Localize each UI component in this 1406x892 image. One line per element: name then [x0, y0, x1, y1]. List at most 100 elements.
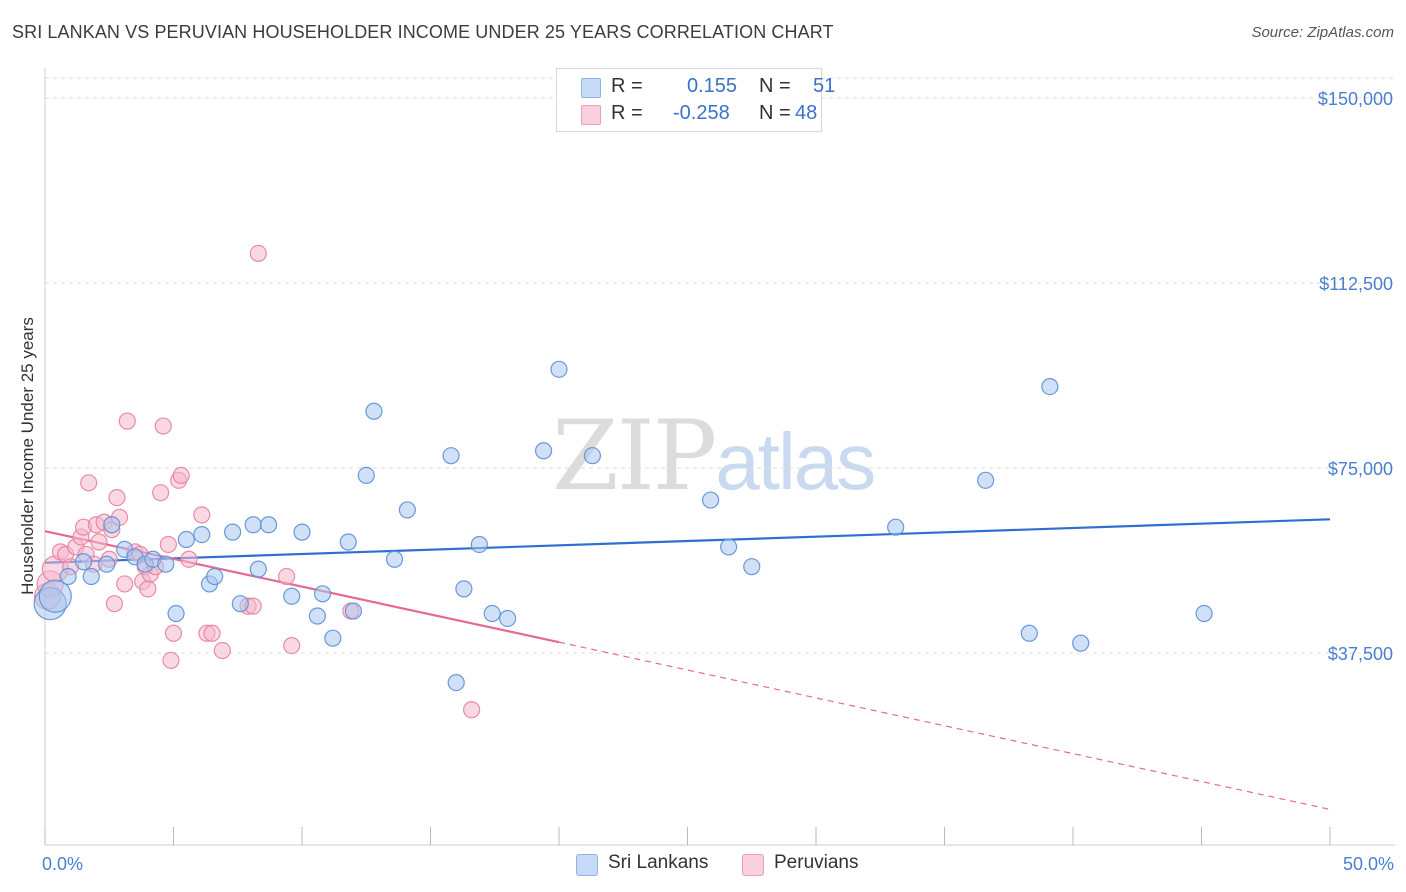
peruvian-point [277, 567, 296, 586]
bottom-legend-label: Sri Lankans [608, 852, 709, 873]
sri-lankan-point [887, 518, 905, 536]
legend-r-value: -0.258 [673, 102, 730, 124]
y-tick-label: $37,500 [1328, 644, 1393, 664]
sri-lankan-point [442, 447, 460, 465]
peruvian-point [249, 244, 267, 262]
sri-lankan-point [339, 533, 357, 551]
sri-lankan-point [483, 604, 501, 623]
sri-lankan-point [1020, 624, 1038, 642]
sri-lankan-point [534, 442, 553, 460]
legend-swatch-pink [581, 105, 601, 125]
sri-lankan-point [74, 553, 93, 571]
sri-lankan-point [1195, 604, 1213, 623]
sri-lankan-point [308, 607, 327, 625]
sri-lankan-point [167, 604, 185, 623]
legend-r-label: R = [611, 75, 643, 97]
legend-r-value: 0.155 [687, 75, 738, 97]
sri-lankan-point [231, 595, 249, 613]
peruvian-point [154, 417, 172, 435]
axis-layer [44, 68, 1395, 846]
watermark-atlas: atlas [715, 417, 876, 506]
legend-swatch-blue [581, 78, 601, 98]
sri-lankan-point [59, 567, 77, 586]
sri-lankan-point [206, 567, 224, 586]
sri-lankan-trend-line [44, 518, 1331, 564]
sri-lankan-point [447, 673, 465, 692]
peruvian-point [105, 595, 123, 613]
sri-lankan-point [177, 530, 195, 549]
sri-lankan-point [324, 629, 342, 647]
peruvian-point [80, 474, 98, 492]
bottom-legend-label: Peruvians [774, 852, 859, 873]
peruvian-point [90, 533, 108, 551]
sri-lankan-point [224, 523, 242, 541]
peruvian-point [213, 641, 231, 660]
sri-lankan-point [365, 402, 383, 420]
peruvian-point [180, 550, 198, 568]
sri-lankan-point [82, 567, 100, 586]
sri-lankan-point [1072, 634, 1090, 652]
sri-lankan-point [103, 516, 121, 534]
sri-lankan-point [357, 466, 375, 484]
peruvian-point [164, 624, 183, 642]
sri-lankan-point [583, 447, 602, 465]
x-tick-label-min: 0.0% [42, 854, 83, 874]
sri-lankan-point [455, 580, 473, 598]
sri-lankan-point [38, 579, 72, 613]
peruvian-point [152, 484, 170, 502]
y-axis-label: Householder Income Under 25 years [18, 317, 37, 595]
bottom-legend-swatch-blue [576, 854, 598, 876]
legend-n-label: N = [759, 75, 791, 97]
bottom-legend-swatch-pink [742, 854, 764, 876]
sri-lankan-point [743, 558, 761, 576]
sri-lankan-point [398, 501, 416, 519]
sri-lankan-point [550, 360, 568, 378]
sri-lankan-point [313, 585, 332, 603]
x-tick-label-max: 50.0% [1343, 854, 1394, 874]
source-label: Source: ZipAtlas.com [1251, 24, 1394, 41]
peruvian-point [172, 466, 190, 484]
y-tick-label: $75,000 [1328, 459, 1393, 479]
peruvian-point [162, 651, 180, 670]
correlation-legend: R = 0.155 N = 51 R = -0.258 N = 48 [556, 68, 835, 132]
peruvian-point [139, 580, 157, 598]
sri-lankan-point [283, 587, 301, 605]
point-layer [33, 244, 1213, 719]
sri-lankan-point [259, 516, 278, 534]
chart-title: SRI LANKAN VS PERUVIAN HOUSEHOLDER INCOM… [12, 22, 834, 42]
peruvian-point [118, 412, 136, 430]
peruvian-point [463, 701, 481, 719]
sri-lankan-point [344, 602, 362, 620]
sri-lankan-point [1041, 378, 1059, 396]
legend-r-label: R = [611, 102, 643, 124]
sri-lankan-point [977, 471, 995, 489]
sri-lankan-point [385, 550, 404, 568]
peruvian-point [193, 506, 211, 524]
peruvian-point [116, 575, 134, 593]
peruvian-trend-extension [558, 641, 1331, 810]
sri-lankan-point [193, 525, 211, 544]
legend-n-label: N = [759, 102, 791, 124]
y-tick-label: $150,000 [1318, 89, 1393, 109]
sri-lankan-point [702, 491, 720, 509]
watermark: ZIPatlas [552, 400, 876, 512]
peruvian-point [283, 636, 301, 655]
sri-lankan-point [249, 560, 267, 578]
legend-n-value: 51 [813, 75, 836, 97]
grid-layer [45, 77, 1395, 654]
peruvian-point [108, 489, 126, 507]
watermark-zip: ZIP [552, 400, 717, 512]
sri-lankan-point [470, 535, 488, 554]
y-tick-label: $112,500 [1319, 274, 1393, 294]
sri-lankan-point [293, 523, 311, 541]
peruvian-point [159, 535, 177, 554]
sri-lankan-point [98, 555, 116, 573]
label-layer: $37,500 $75,000 $112,500 $150,000 0.0% 50.0% [42, 89, 1394, 874]
peruvian-point [203, 624, 221, 642]
sri-lankan-point [720, 538, 738, 556]
sri-lankan-point [244, 516, 262, 534]
legend-n-value: 48 [795, 102, 818, 124]
sri-lankan-point [499, 609, 517, 628]
trend-layer [44, 518, 1331, 810]
